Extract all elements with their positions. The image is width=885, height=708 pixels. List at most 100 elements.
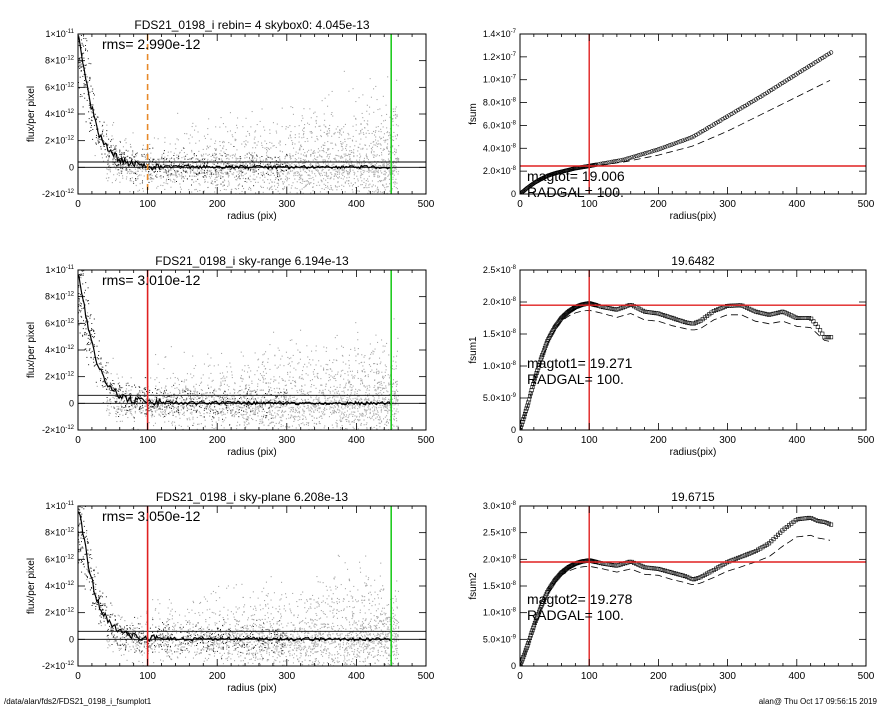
profile-2-sky-point xyxy=(261,418,263,420)
profile-2-sky-point xyxy=(351,387,353,389)
profile-1-band-point xyxy=(126,164,128,166)
profile-1-galaxy-point xyxy=(197,173,199,175)
profile-2-sky-point xyxy=(396,433,397,434)
profile-2-sky-point xyxy=(331,439,332,440)
profile-1-sky-point xyxy=(188,138,190,140)
profile-1-y-tick-label: 0 xyxy=(69,162,74,172)
profile-1-galaxy-point xyxy=(81,42,83,44)
profile-2-sky-point xyxy=(352,415,354,417)
profile-1-sky-point xyxy=(362,147,364,149)
profile-2-sky-point xyxy=(256,437,257,438)
profile-1-band-point xyxy=(368,171,370,173)
profile-1-galaxy-point xyxy=(99,139,101,141)
profile-1-sky-point xyxy=(144,157,146,159)
profile-1-band-point xyxy=(307,168,309,170)
profile-1-sky-point xyxy=(92,98,94,100)
profile-1-sky-point xyxy=(111,135,113,137)
profile-2-sky-point xyxy=(301,374,303,376)
profile-1-sky-point xyxy=(332,189,334,191)
profile-2-sky-point xyxy=(377,411,379,413)
profile-2-sky-point xyxy=(215,410,217,412)
profile-1-sky-point xyxy=(379,175,381,177)
profile-1-sky-point xyxy=(263,207,264,208)
profile-1-band-point xyxy=(254,171,256,173)
profile-1-galaxy-point xyxy=(277,163,279,165)
profile-1-sky-point xyxy=(210,155,212,157)
profile-1-sky-point xyxy=(244,164,246,166)
profile-1-galaxy-point xyxy=(112,152,114,154)
profile-2-sky-point xyxy=(262,381,264,383)
profile-1-band-point xyxy=(293,173,295,175)
profile-2-sky-point xyxy=(316,375,318,377)
profile-2-sky-point xyxy=(363,384,365,386)
profile-1-sky-point xyxy=(167,206,168,207)
profile-1-galaxy-point xyxy=(218,167,220,169)
profile-1-sky-point xyxy=(153,168,155,170)
profile-1-sky-point xyxy=(348,153,350,155)
profile-2-sky-point xyxy=(384,433,385,434)
profile-1-band-point xyxy=(253,179,255,181)
profile-1-band-point xyxy=(251,168,253,170)
profile-1-galaxy-point xyxy=(212,154,214,156)
profile-2-sky-point xyxy=(354,418,356,420)
profile-2-sky-point xyxy=(345,428,347,430)
profile-1-sky-point xyxy=(222,169,224,171)
profile-1-sky-point xyxy=(395,117,397,119)
profile-1-sky-point xyxy=(191,157,193,159)
profile-2-sky-point xyxy=(299,351,301,353)
profile-1-galaxy-point xyxy=(217,172,219,174)
profile-2-sky-point xyxy=(376,368,378,370)
profile-2-sky-point xyxy=(363,361,365,363)
profile-2-sky-point xyxy=(211,424,213,426)
profile-2-sky-point xyxy=(359,413,361,415)
profile-1-band-point xyxy=(106,173,108,175)
profile-1-sky-point xyxy=(360,138,362,140)
profile-1-galaxy-point xyxy=(80,0,81,1)
profile-2-sky-point xyxy=(335,388,337,390)
profile-2-sky-point xyxy=(381,371,383,373)
profile-2-sky-point xyxy=(352,414,354,416)
profile-2-sky-point xyxy=(370,450,371,451)
profile-1-sky-point xyxy=(310,182,312,184)
profile-1-galaxy-point xyxy=(142,148,144,150)
profile-1-sky-point xyxy=(180,215,181,216)
profile-1-band-point xyxy=(151,180,153,182)
profile-1-sky-point xyxy=(169,178,171,180)
profile-1-sky-point xyxy=(313,150,315,152)
profile-1-sky-point xyxy=(176,174,178,176)
profile-2-sky-point xyxy=(343,392,345,394)
profile-1-band-point xyxy=(331,173,333,176)
profile-1-band-point xyxy=(204,181,206,183)
profile-1-sky-point xyxy=(305,200,306,201)
profile-2-sky-point xyxy=(347,379,349,381)
profile-1-sky-point xyxy=(170,151,172,153)
profile-1-sky-point xyxy=(156,162,158,164)
profile-1-sky-point xyxy=(251,155,253,157)
profile-1-sky-point xyxy=(358,168,360,170)
profile-1-galaxy-point xyxy=(272,172,274,174)
profile-2-sky-point xyxy=(391,368,393,370)
profile-2-sky-point xyxy=(340,427,342,429)
profile-2-sky-point xyxy=(380,406,382,408)
profile-1-galaxy-point xyxy=(80,60,82,62)
profile-1-sky-point xyxy=(374,195,375,196)
profile-2-sky-point xyxy=(395,385,397,387)
profile-1-sky-point xyxy=(384,196,385,197)
profile-2-sky-point xyxy=(237,406,239,408)
profile-1-sky-point xyxy=(157,138,159,140)
profile-1-sky-point xyxy=(277,182,279,184)
profile-1-sky-point xyxy=(228,175,230,177)
profile-1-sky-point xyxy=(303,108,305,110)
profile-1-sky-point xyxy=(262,191,264,193)
profile-1-band-point xyxy=(297,171,300,173)
profile-2-sky-point xyxy=(231,396,233,398)
fsum-marker xyxy=(815,58,820,63)
profile-1-sky-point xyxy=(349,158,351,160)
profile-1-sky-point xyxy=(298,136,300,138)
profile-1-sky-point xyxy=(358,190,360,192)
profile-2-sky-point xyxy=(322,391,324,393)
profile-2-sky-point xyxy=(331,370,333,372)
profile-2-sky-point xyxy=(270,413,272,415)
profile-1-sky-point xyxy=(211,172,213,174)
profile-2-sky-point xyxy=(393,368,395,370)
